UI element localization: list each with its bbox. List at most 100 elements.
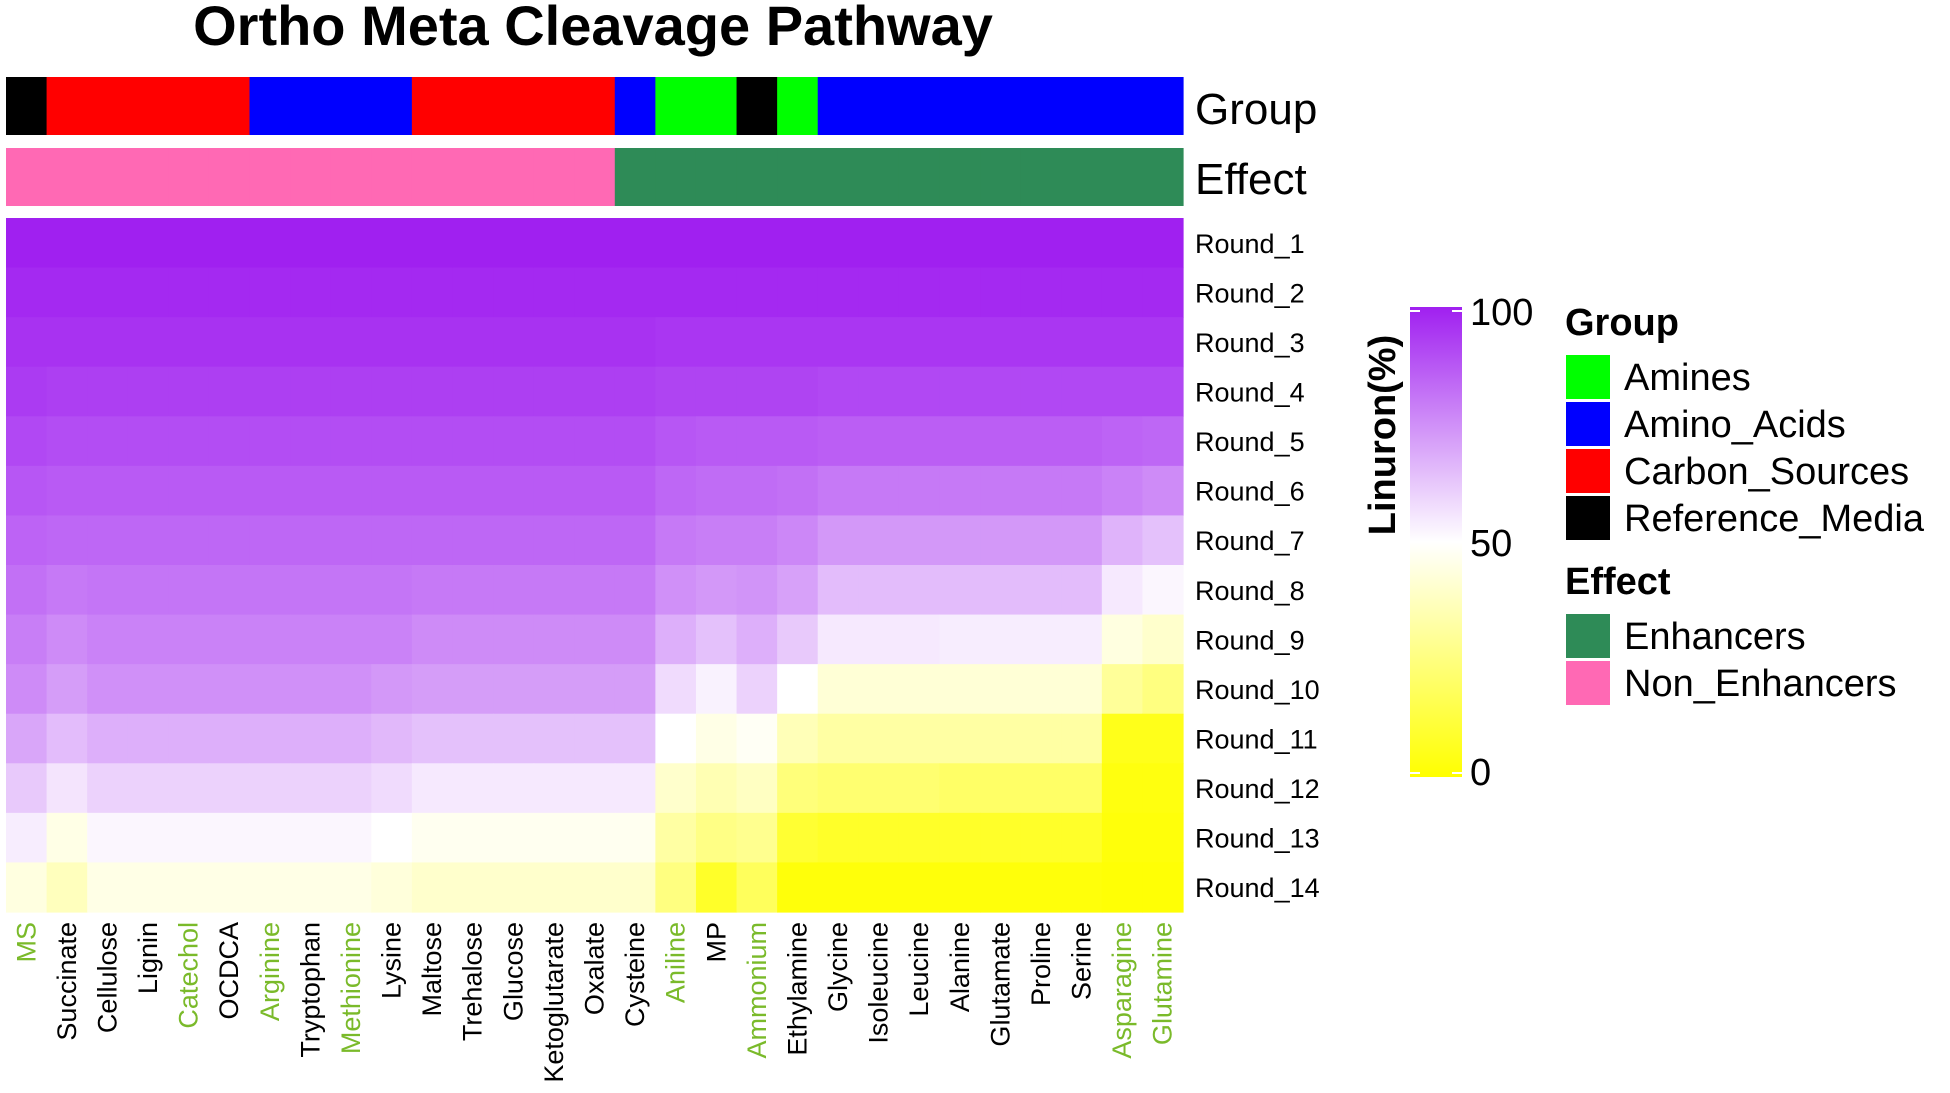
chart-title: Ortho Meta Cleavage Pathway	[193, 0, 993, 57]
heatmap-cell	[614, 218, 656, 269]
heatmap-cell	[208, 713, 251, 764]
heatmap-cells	[6, 218, 1184, 913]
heatmap-cell	[939, 218, 981, 269]
heatmap-cell	[208, 763, 251, 814]
heatmap-cell	[736, 465, 778, 517]
heatmap-cell	[1142, 565, 1184, 616]
heatmap-cell	[127, 317, 169, 368]
legend-group-items: Amines Amino_Acids Carbon_Sources Reference…	[1566, 355, 1925, 540]
heatmap-cell	[533, 366, 575, 417]
heatmap-cell	[695, 366, 738, 417]
heatmap-cell	[1101, 664, 1144, 715]
heatmap-cell	[574, 416, 616, 467]
heatmap-cell	[777, 812, 819, 864]
heatmap-cell	[87, 763, 129, 814]
heatmap-cell	[898, 565, 941, 616]
heatmap-cell	[898, 465, 941, 517]
heatmap-cell	[46, 664, 88, 715]
heatmap-cell	[6, 366, 48, 417]
heatmap-cell	[6, 713, 48, 764]
heatmap-cell	[939, 317, 981, 368]
effect-annotation-cell	[614, 148, 656, 206]
heatmap-cell	[371, 465, 413, 517]
column-label: Cellulose	[92, 922, 122, 1033]
heatmap-cell	[736, 614, 778, 665]
heatmap-cell	[695, 812, 738, 864]
heatmap-cell	[1020, 515, 1062, 566]
heatmap-cell	[655, 465, 697, 517]
group-annotation-cell	[371, 77, 413, 135]
heatmap-cell	[411, 465, 454, 517]
heatmap-cell	[695, 218, 738, 269]
heatmap-cell	[817, 366, 859, 417]
heatmap-cell	[655, 267, 697, 318]
heatmap-cell	[777, 862, 819, 913]
heatmap-cell	[1061, 317, 1103, 368]
heatmap-cell	[858, 614, 900, 665]
heatmap-cell	[655, 614, 697, 665]
heatmap-cell	[1142, 218, 1184, 269]
heatmap-cell	[655, 812, 697, 864]
heatmap-cell	[168, 515, 210, 566]
heatmap-cell	[574, 515, 616, 566]
heatmap-cell	[46, 713, 88, 764]
heatmap-cell	[898, 416, 941, 467]
heatmap-cell	[127, 366, 169, 417]
effect-annotation-bar	[6, 148, 1184, 206]
heatmap-cell	[614, 812, 656, 864]
colorbar-label-0: 0	[1470, 752, 1491, 794]
heatmap-cell	[817, 713, 859, 764]
heatmap-cell	[736, 515, 778, 566]
column-label: Ethylamine	[782, 922, 812, 1056]
heatmap-cell	[695, 763, 738, 814]
heatmap-cell	[1101, 366, 1144, 417]
heatmap-cell	[898, 664, 941, 715]
heatmap-cell	[452, 565, 494, 616]
heatmap-cell	[87, 614, 129, 665]
heatmap-cell	[614, 416, 656, 467]
heatmap-cell	[1101, 515, 1144, 566]
group-annotation-cell	[817, 77, 859, 135]
heatmap-cell	[980, 218, 1022, 269]
heatmap-cell	[290, 515, 332, 566]
heatmap-cell	[1101, 862, 1144, 913]
heatmap-cell	[168, 812, 210, 864]
heatmap-cell	[614, 614, 656, 665]
heatmap-cell	[6, 812, 48, 864]
heatmap-cell	[46, 267, 88, 318]
heatmap-cell	[371, 416, 413, 467]
effect-annotation-cell	[87, 148, 129, 206]
heatmap-cell	[695, 465, 738, 517]
heatmap-cell	[493, 862, 535, 913]
heatmap-cell	[249, 218, 291, 269]
effect-annotation-cell	[330, 148, 372, 206]
column-label: MS	[11, 922, 41, 963]
heatmap-cell	[1020, 416, 1062, 467]
heatmap-cell	[777, 515, 819, 566]
heatmap-cell	[1061, 218, 1103, 269]
heatmap-cell	[290, 218, 332, 269]
heatmap-cell	[249, 763, 291, 814]
heatmap-cell	[1020, 812, 1062, 864]
heatmap-cell	[208, 515, 251, 566]
heatmap-cell	[290, 317, 332, 368]
heatmap-cell	[898, 763, 941, 814]
heatmap-cell	[898, 614, 941, 665]
heatmap-cell	[249, 465, 291, 517]
row-label: Round_7	[1195, 526, 1305, 556]
legend-swatch	[1566, 496, 1610, 540]
heatmap-cell	[533, 515, 575, 566]
heatmap-cell	[371, 812, 413, 864]
heatmap-cell	[980, 515, 1022, 566]
column-label: MP	[701, 922, 731, 963]
heatmap-cell	[898, 812, 941, 864]
column-label: Ketoglutarate	[539, 922, 569, 1083]
heatmap-cell	[411, 267, 454, 318]
effect-annotation-cell	[1142, 148, 1184, 206]
heatmap-cell	[898, 317, 941, 368]
heatmap-cell	[980, 366, 1022, 417]
heatmap-cell	[493, 664, 535, 715]
heatmap-cell	[980, 862, 1022, 913]
group-annotation-bar	[6, 77, 1184, 135]
heatmap-cell	[1061, 416, 1103, 467]
